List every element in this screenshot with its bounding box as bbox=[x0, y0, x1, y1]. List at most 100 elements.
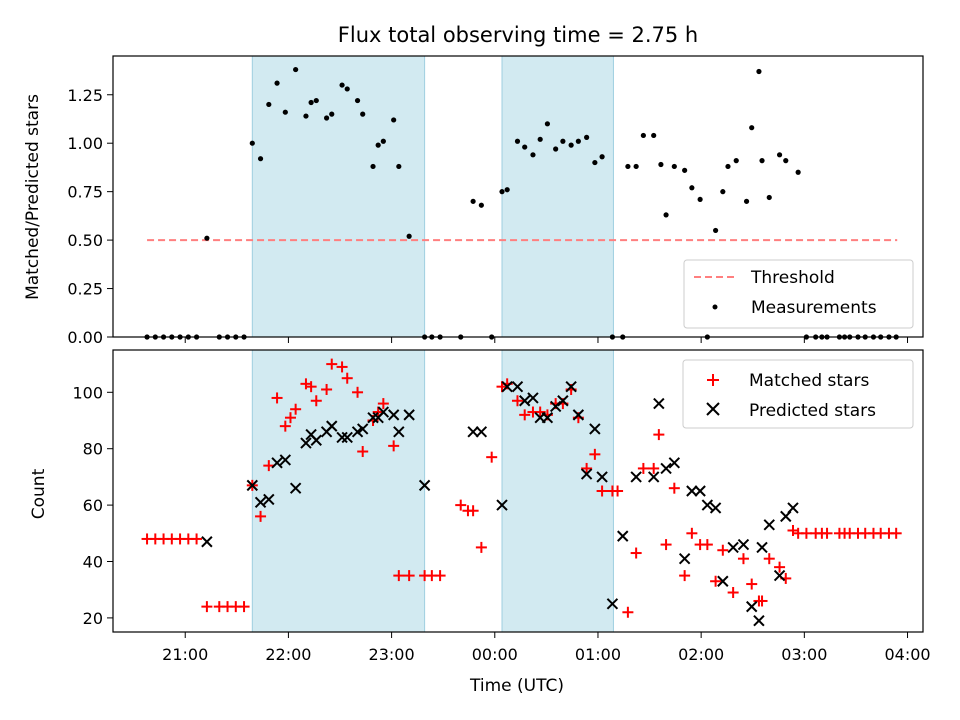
measurement-point bbox=[391, 117, 397, 123]
predicted-star-point bbox=[686, 485, 698, 497]
measurement-point bbox=[499, 189, 505, 195]
matched-star-point bbox=[279, 420, 291, 432]
matched-star-point bbox=[372, 406, 384, 418]
measurement-point bbox=[651, 132, 657, 139]
x-axis-label: Time (UTC) bbox=[469, 676, 564, 696]
matched-star-point bbox=[596, 485, 608, 497]
y-tick-label: 0.00 bbox=[67, 328, 103, 347]
predicted-star-point bbox=[527, 392, 539, 404]
y-tick-label: 60 bbox=[83, 496, 103, 515]
predicted-star-stroke-b bbox=[310, 434, 322, 446]
matched-star-point bbox=[710, 575, 722, 587]
bottom-legend-box bbox=[682, 359, 914, 429]
matched-star-point bbox=[800, 527, 812, 539]
matched-star-point bbox=[637, 462, 649, 474]
predicted-star-stroke-b bbox=[737, 538, 750, 551]
predicted-star-point bbox=[549, 400, 562, 413]
measurement-point bbox=[697, 196, 703, 203]
predicted-star-point bbox=[763, 519, 775, 531]
predicted-star-stroke-b bbox=[496, 499, 508, 511]
predicted-star-stroke-b bbox=[501, 380, 513, 393]
measurement-point bbox=[592, 159, 598, 166]
predicted-star-stroke-b bbox=[630, 471, 642, 483]
measurement-point bbox=[749, 125, 755, 131]
measurement-point bbox=[560, 138, 566, 144]
predicted-star-point bbox=[606, 598, 619, 610]
bottom-axes-frame bbox=[112, 349, 924, 633]
predicted-star-point bbox=[565, 380, 577, 393]
measurement-point bbox=[266, 101, 272, 108]
predicted-star-stroke-b bbox=[686, 485, 698, 497]
matched-star-point bbox=[290, 403, 302, 415]
predicted-star-point bbox=[326, 420, 338, 432]
top-shaded-intervals bbox=[251, 55, 614, 338]
shaded-interval bbox=[251, 55, 426, 338]
predicted-star-stroke-b bbox=[773, 569, 786, 582]
measurement-point bbox=[204, 235, 210, 241]
matched-star-point bbox=[648, 462, 660, 474]
y-tick-label: 100 bbox=[72, 383, 103, 402]
predicted-star-point bbox=[271, 457, 283, 469]
predicted-star-stroke-b bbox=[572, 409, 585, 421]
x-tick-label: 21:00 bbox=[162, 645, 208, 664]
measurement-point bbox=[783, 158, 789, 164]
measurement-point bbox=[640, 132, 646, 139]
y-tick-label: 0.75 bbox=[67, 183, 103, 202]
predicted-star-stroke-b bbox=[511, 380, 524, 393]
predicted-star-stroke-b bbox=[300, 437, 312, 449]
matched-star-point bbox=[653, 429, 665, 441]
matched-star-point bbox=[238, 601, 250, 613]
matched-star-point bbox=[352, 386, 364, 398]
matched-star-point bbox=[511, 395, 523, 407]
predicted-star-point bbox=[300, 437, 312, 449]
matched-star-point bbox=[660, 539, 672, 551]
matched-star-point bbox=[326, 358, 338, 370]
matched-star-point bbox=[519, 409, 531, 421]
predicted-star-point bbox=[787, 502, 799, 514]
predicted-star-point bbox=[263, 493, 275, 506]
predicted-star-stroke-b bbox=[475, 426, 488, 438]
matched-star-point bbox=[612, 485, 624, 497]
matched-star-point bbox=[388, 440, 400, 452]
predicted-star-stroke-b bbox=[467, 426, 479, 438]
legend-threshold-label: Threshold bbox=[750, 268, 835, 288]
predicted-star-stroke-b bbox=[201, 536, 213, 548]
legend-measurements-label: Measurements bbox=[751, 298, 877, 318]
measurement-point bbox=[568, 142, 574, 148]
measurement-point bbox=[522, 144, 528, 150]
predicted-star-stroke-b bbox=[727, 541, 739, 554]
predicted-star-stroke-b bbox=[647, 471, 660, 483]
predicted-star-stroke-b bbox=[418, 479, 431, 492]
measurement-point bbox=[370, 163, 376, 170]
predicted-star-point bbox=[668, 457, 681, 469]
measurement-point bbox=[658, 161, 664, 168]
predicted-star-point bbox=[254, 496, 267, 508]
x-tick-label: 00:00 bbox=[472, 645, 518, 664]
predicted-star-point bbox=[467, 426, 479, 438]
top-panel: 0.00 0.25 0.50 0.75 1.00 1.25 Matched/Predict… bbox=[23, 55, 924, 347]
predicted-star-point bbox=[596, 471, 608, 483]
measurement-point bbox=[396, 163, 402, 170]
measurement-point bbox=[470, 198, 476, 204]
predicted-star-point bbox=[678, 552, 691, 565]
predicted-star-point bbox=[246, 479, 259, 492]
matched-star-point bbox=[717, 544, 729, 556]
predicted-star-point bbox=[336, 431, 348, 444]
matched-star-point bbox=[310, 395, 322, 407]
matched-star-point bbox=[821, 527, 833, 539]
measurement-point bbox=[544, 121, 551, 127]
predicted-star-point bbox=[753, 615, 765, 627]
predicted-star-point bbox=[496, 499, 508, 511]
predicted-star-point bbox=[647, 471, 660, 483]
predicted-star-stroke-b bbox=[356, 423, 369, 435]
matched-star-point bbox=[321, 383, 333, 395]
matched-star-point bbox=[630, 547, 642, 559]
predicted-star-stroke-b bbox=[393, 426, 405, 438]
shaded-interval bbox=[501, 55, 614, 338]
measurement-point bbox=[689, 185, 695, 191]
predicted-star-point bbox=[717, 575, 729, 587]
predicted-star-stroke-b bbox=[763, 519, 775, 531]
predicted-star-point bbox=[356, 423, 369, 435]
predicted-star-point bbox=[387, 409, 400, 421]
matched-star-point bbox=[679, 570, 691, 582]
